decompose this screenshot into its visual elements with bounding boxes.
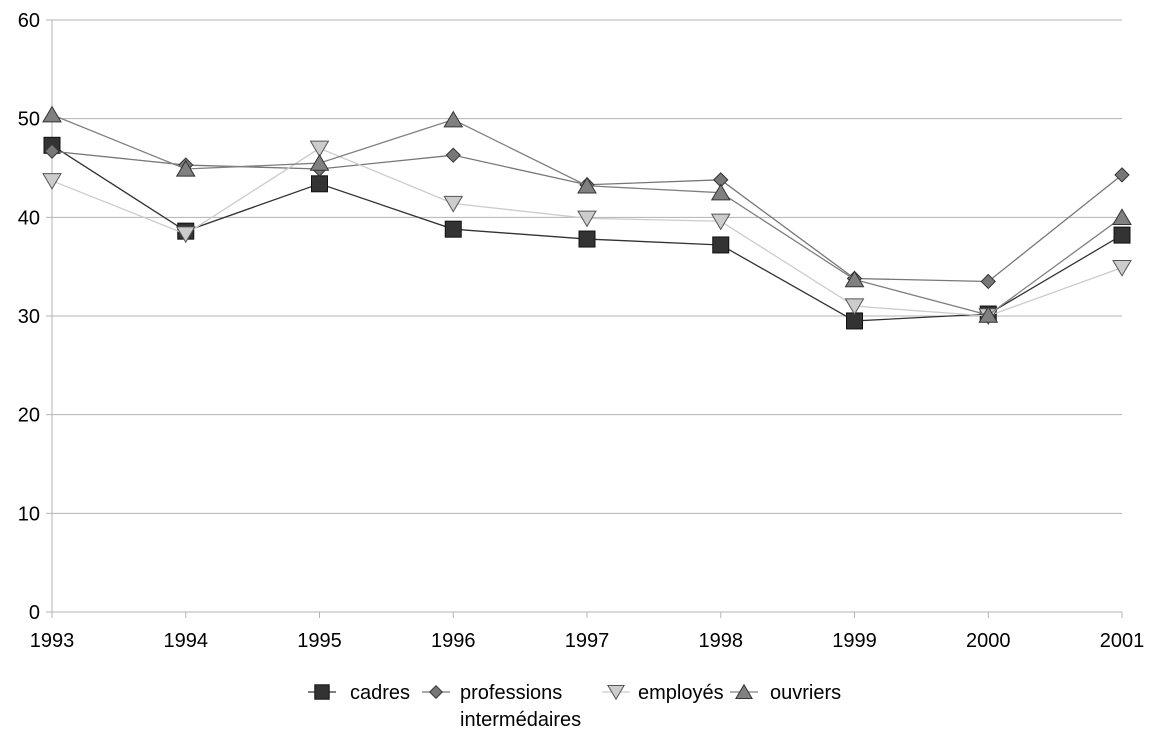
data-point-professions — [445, 147, 461, 163]
data-point-employ-s — [710, 213, 731, 231]
data-point-ouvriers — [175, 159, 196, 177]
x-tick-label: 1999 — [832, 630, 877, 652]
y-tick-label: 30 — [18, 306, 40, 328]
x-tick-label: 1993 — [30, 630, 75, 652]
x-tick-label: 1996 — [431, 630, 476, 652]
data-point-ouvriers — [710, 183, 731, 201]
series-layer — [42, 105, 1132, 330]
legend-item-professions: professions intermédaires — [422, 682, 581, 731]
axes — [46, 19, 1123, 618]
data-point-employ-s — [175, 226, 196, 244]
tick-labels: 0 10 20 30 40 50 60 1993 1994 1995 1996 1997 1998 199… — [18, 10, 1145, 652]
data-point-ouvriers — [978, 305, 999, 323]
legend-label: cadres — [350, 682, 410, 704]
grid-lines — [52, 19, 1122, 514]
x-tick-label: 2000 — [966, 630, 1011, 652]
legend-item-cadres: cadres — [308, 682, 410, 704]
legend-marker — [735, 683, 753, 699]
y-tick-label: 60 — [18, 10, 40, 32]
data-point-ouvriers — [42, 105, 62, 123]
x-tick-label: 1997 — [565, 630, 610, 652]
x-tick-label: 2001 — [1100, 630, 1145, 652]
legend-label-line1: professions — [460, 682, 562, 704]
legend-item-employ-s: employés — [602, 682, 724, 704]
x-tick-label: 1994 — [164, 630, 209, 652]
y-tick-label: 0 — [29, 602, 40, 624]
data-point-employ-s — [1112, 259, 1132, 277]
x-tick-label: 1995 — [297, 630, 342, 652]
data-point-cadres — [1113, 226, 1131, 244]
data-point-ouvriers — [309, 153, 330, 171]
legend-label-line2: intermédaires — [460, 709, 581, 731]
legend-item-ouvriers: ouvriers — [730, 682, 841, 704]
data-point-employ-s — [42, 173, 62, 190]
y-tick-label: 10 — [18, 503, 40, 525]
data-point-employ-s — [577, 210, 597, 228]
data-point-employ-s — [309, 140, 330, 158]
data-point-professions — [44, 143, 60, 159]
data-point-employ-s — [443, 195, 464, 213]
data-point-cadres — [578, 230, 596, 248]
x-tick-label: 1998 — [699, 630, 744, 652]
series-ouvriers — [42, 105, 1132, 323]
legend-label: ouvriers — [770, 682, 841, 704]
legend: cadres professions intermédaires employés ou… — [308, 682, 841, 731]
data-point-cadres — [444, 220, 462, 238]
data-point-ouvriers — [443, 110, 464, 128]
data-point-ouvriers — [577, 176, 597, 194]
legend-marker — [428, 684, 444, 700]
legend-label: employés — [638, 682, 724, 704]
legend-marker — [607, 685, 625, 701]
y-tick-label: 20 — [18, 405, 40, 427]
data-point-cadres — [846, 312, 863, 330]
data-point-cadres — [712, 236, 730, 254]
data-point-cadres — [311, 175, 328, 193]
y-tick-label: 50 — [18, 109, 40, 131]
y-tick-label: 40 — [18, 207, 40, 229]
data-point-professions — [980, 273, 996, 290]
data-point-ouvriers — [844, 270, 865, 288]
data-point-professions — [1114, 167, 1130, 183]
legend-marker — [314, 684, 330, 700]
data-point-ouvriers — [1112, 208, 1132, 226]
data-point-employ-s — [844, 298, 865, 316]
